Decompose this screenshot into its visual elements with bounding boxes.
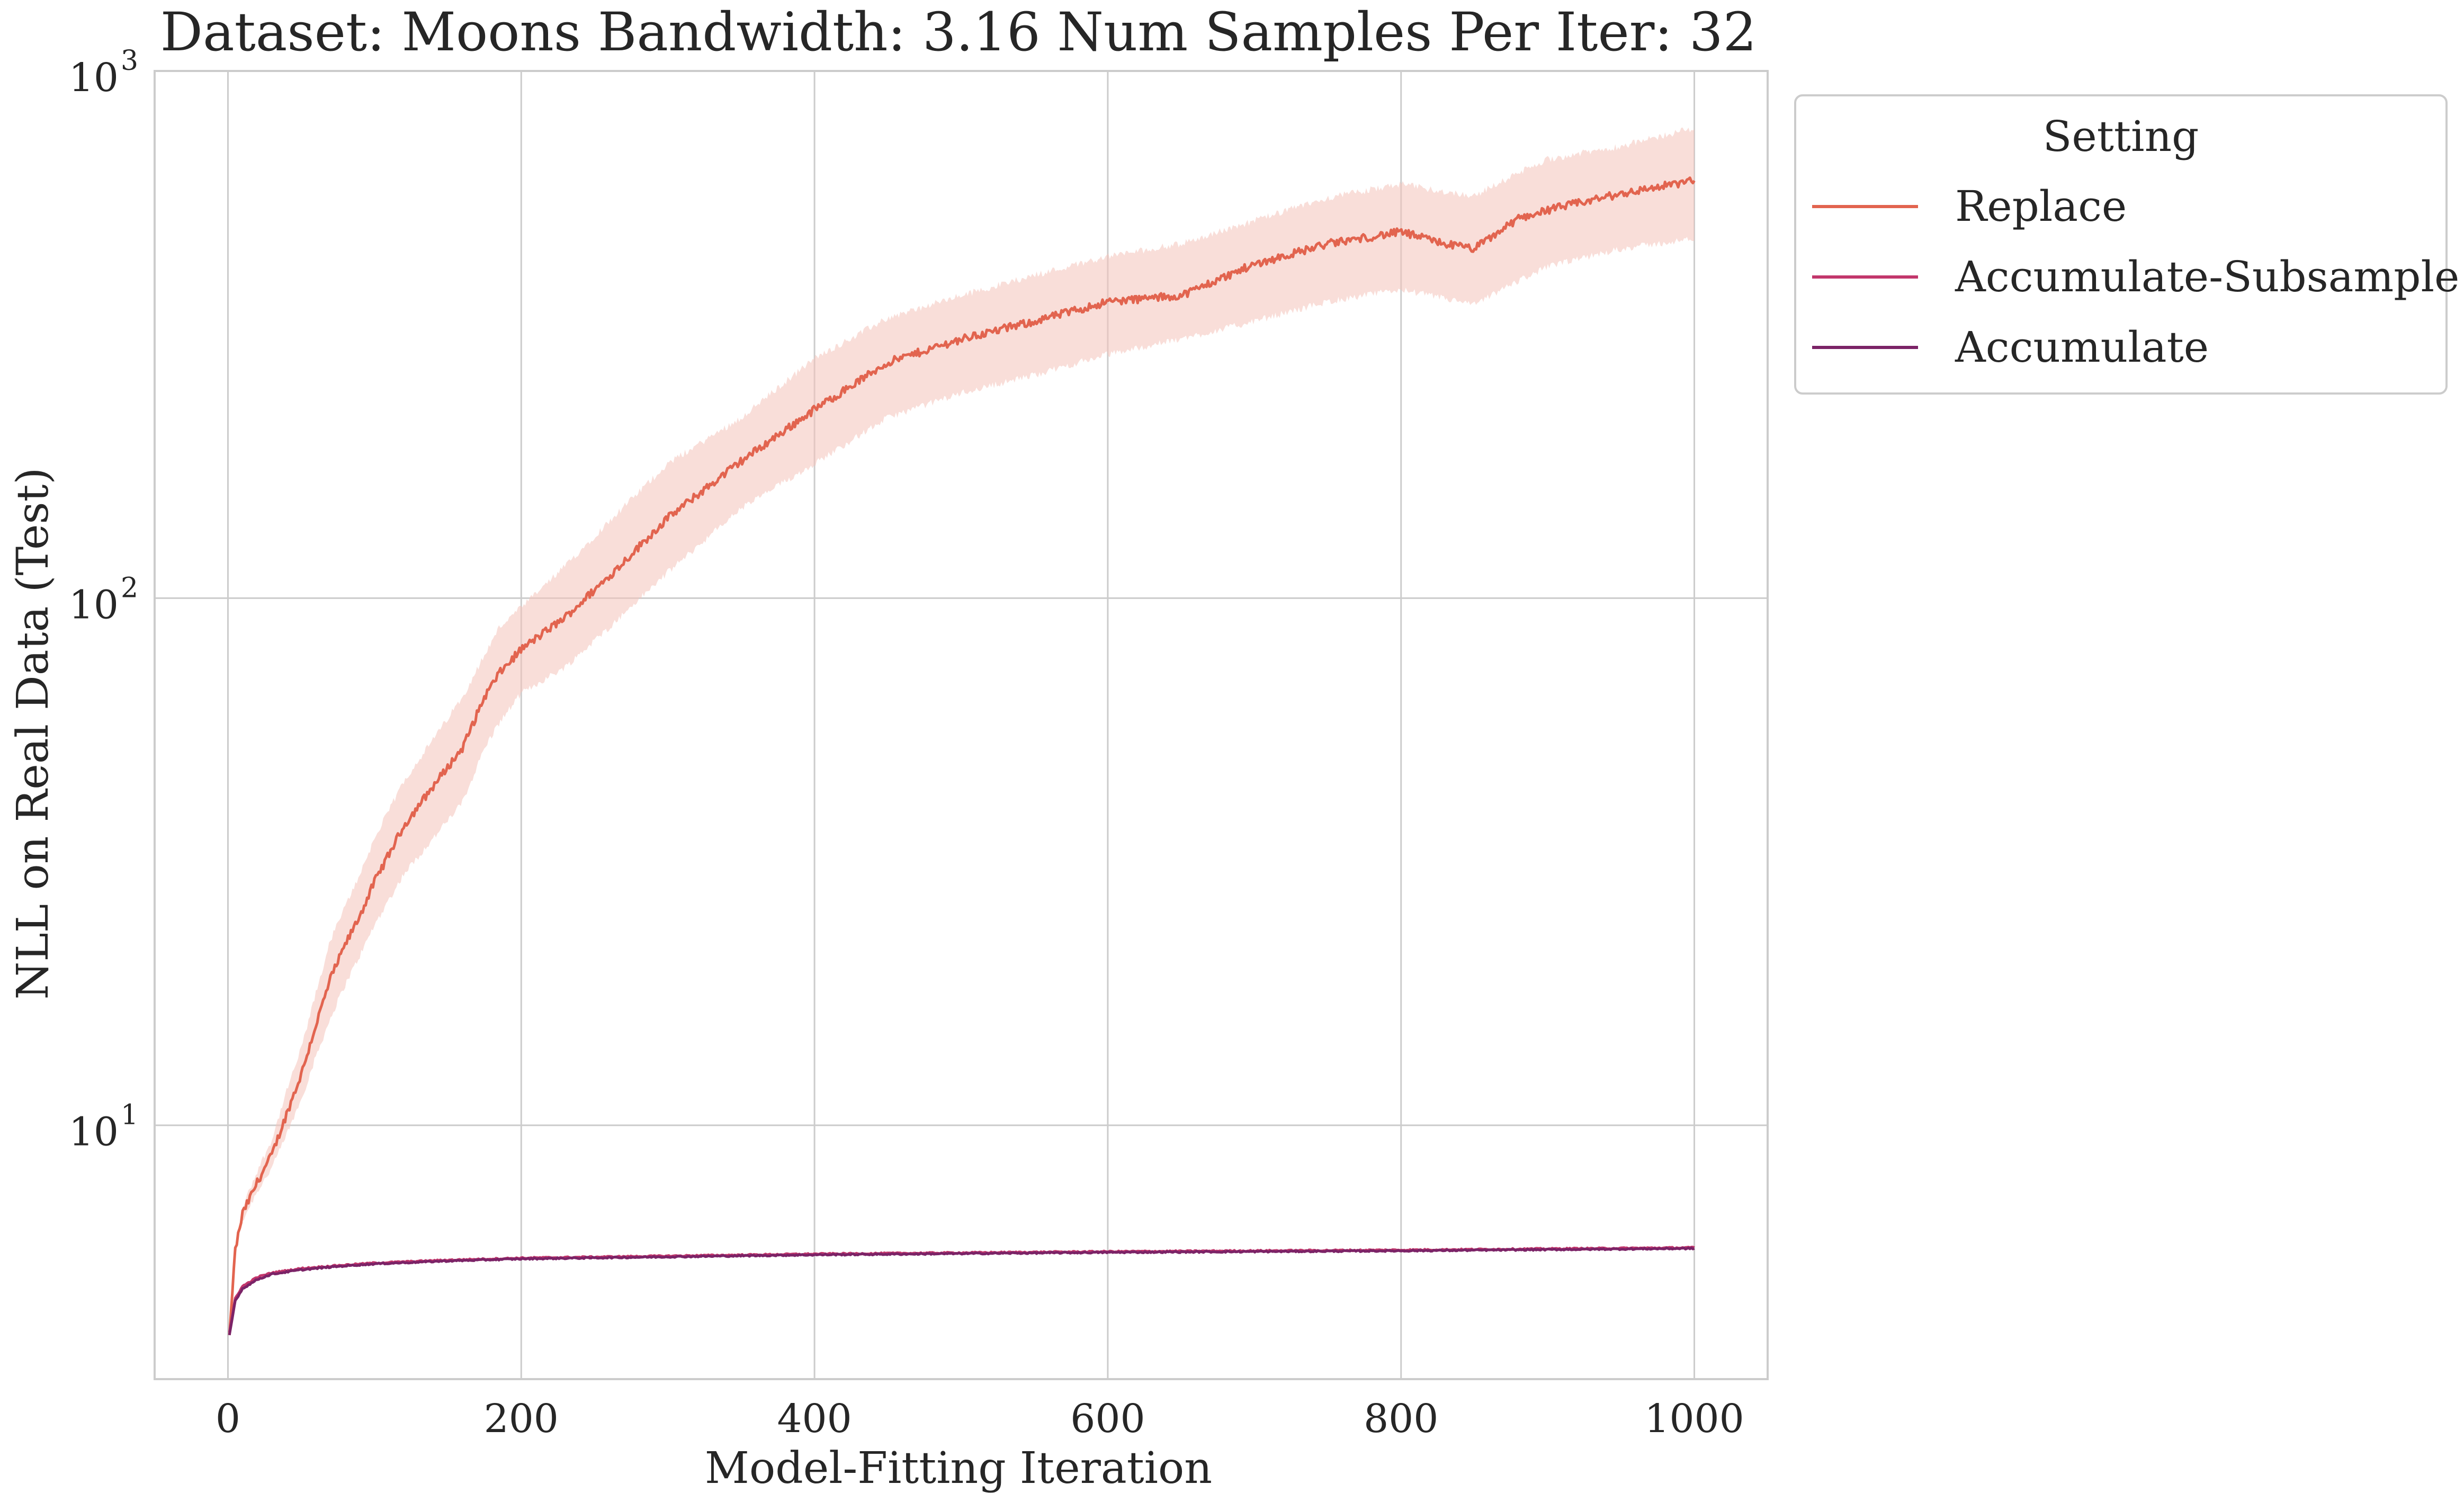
y-axis-label: NLL on Real Data (Test) <box>8 468 58 1000</box>
legend-entry: Replace <box>1812 182 2127 231</box>
y-tick-exponent: 2 <box>121 572 138 604</box>
grid-layer <box>155 70 1768 1379</box>
x-tick-label: 800 <box>1364 1396 1438 1442</box>
y-tick-base: 10 <box>69 1110 119 1155</box>
confidence-band-replace <box>229 127 1695 1337</box>
x-tick-label: 600 <box>1070 1396 1145 1442</box>
x-axis-label: Model-Fitting Iteration <box>705 1443 1212 1494</box>
legend-title: Setting <box>2043 112 2199 161</box>
series-line-replace <box>228 176 1696 1335</box>
legend-box <box>1794 94 2448 395</box>
y-tick-base: 10 <box>69 55 119 101</box>
legend-entries: Replace Accumulate-Subsample Accumulate <box>1812 182 2459 372</box>
plot-area <box>154 70 1769 1380</box>
legend-entry: Accumulate <box>1812 323 2209 372</box>
x-tick-label: 0 <box>216 1396 240 1442</box>
line-layer <box>228 176 1696 1336</box>
y-tick-label: 10 3 <box>69 45 138 101</box>
band-layer <box>229 127 1695 1337</box>
x-tick-labels: 0 200 400 600 800 1000 <box>216 1396 1744 1442</box>
chart-title: Dataset: Moons Bandwidth: 3.16 Num Sampl… <box>160 1 1757 63</box>
x-tick-label: 1000 <box>1644 1396 1744 1442</box>
legend-entry: Accumulate-Subsample <box>1812 252 2459 301</box>
y-tick-label: 10 1 <box>69 1099 138 1155</box>
x-tick-label: 400 <box>777 1396 852 1442</box>
legend: Setting Replace Accumulate-Subsample Accum… <box>1794 94 2459 395</box>
y-tick-base: 10 <box>69 582 119 628</box>
y-tick-exponent: 1 <box>121 1099 138 1131</box>
legend-label: Replace <box>1955 182 2127 231</box>
legend-label: Accumulate-Subsample <box>1955 252 2459 301</box>
y-tick-label: 10 2 <box>69 572 138 628</box>
x-tick-label: 200 <box>484 1396 559 1442</box>
legend-label: Accumulate <box>1955 323 2209 372</box>
series-line-accumulate <box>228 1246 1695 1336</box>
y-tick-exponent: 3 <box>121 45 138 77</box>
